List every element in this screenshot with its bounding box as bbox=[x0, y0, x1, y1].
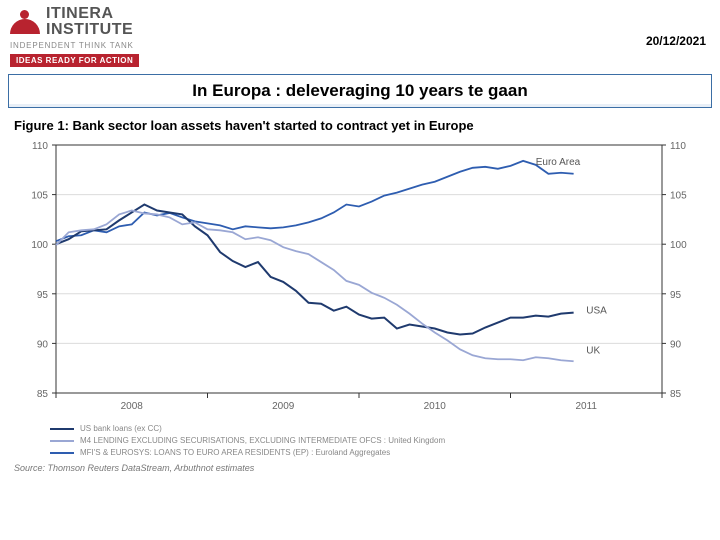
svg-text:100: 100 bbox=[31, 240, 48, 251]
logo-name-1: ITINERA bbox=[46, 6, 133, 22]
figure-title: Figure 1: Bank sector loan assets haven'… bbox=[14, 118, 706, 133]
svg-text:110: 110 bbox=[32, 141, 48, 152]
svg-text:105: 105 bbox=[31, 191, 48, 202]
legend-text: MFI'S & EUROSYS: LOANS TO EURO AREA RESI… bbox=[80, 447, 390, 459]
series-label-uk: UK bbox=[586, 345, 600, 356]
series-label-usa: USA bbox=[586, 306, 607, 317]
svg-text:2011: 2011 bbox=[575, 401, 597, 412]
series-uk bbox=[56, 210, 574, 361]
legend-item: MFI'S & EUROSYS: LOANS TO EURO AREA RESI… bbox=[50, 447, 706, 459]
svg-text:100: 100 bbox=[670, 240, 687, 251]
svg-text:2009: 2009 bbox=[272, 401, 295, 412]
svg-text:2008: 2008 bbox=[121, 401, 144, 412]
svg-text:105: 105 bbox=[670, 191, 687, 202]
logo-name-2: INSTITUTE bbox=[46, 22, 133, 38]
chart-legend: US bank loans (ex CC)M4 LENDING EXCLUDIN… bbox=[50, 423, 706, 459]
svg-text:110: 110 bbox=[670, 141, 686, 152]
slide-title: In Europa : deleveraging 10 years te gaa… bbox=[8, 74, 712, 108]
legend-swatch bbox=[50, 452, 74, 454]
series-euro_area bbox=[56, 161, 574, 241]
legend-item: M4 LENDING EXCLUDING SECURISATIONS, EXCL… bbox=[50, 435, 706, 447]
chart-svg: 85 85 90 90 95 95 100 100 105 105 110 110 2008 2009 20… bbox=[14, 137, 704, 417]
series-usa bbox=[56, 205, 574, 335]
tagline-1: INDEPENDENT THINK TANK bbox=[10, 41, 139, 50]
svg-text:95: 95 bbox=[37, 290, 49, 301]
tagline-2: IDEAS READY FOR ACTION bbox=[10, 54, 139, 67]
line-chart: 85 85 90 90 95 95 100 100 105 105 110 110 2008 2009 20… bbox=[14, 137, 706, 417]
svg-text:85: 85 bbox=[670, 389, 682, 400]
legend-item: US bank loans (ex CC) bbox=[50, 423, 706, 435]
date: 20/12/2021 bbox=[646, 34, 706, 48]
svg-text:90: 90 bbox=[37, 339, 49, 350]
logo-icon bbox=[10, 10, 40, 34]
series-label-euro_area: Euro Area bbox=[536, 157, 581, 168]
header: ITINERA INSTITUTE INDEPENDENT THINK TANK… bbox=[0, 0, 720, 70]
legend-text: M4 LENDING EXCLUDING SECURISATIONS, EXCL… bbox=[80, 435, 445, 447]
svg-text:85: 85 bbox=[37, 389, 49, 400]
legend-swatch bbox=[50, 428, 74, 430]
svg-text:95: 95 bbox=[670, 290, 682, 301]
legend-text: US bank loans (ex CC) bbox=[80, 423, 162, 435]
logo: ITINERA INSTITUTE INDEPENDENT THINK TANK… bbox=[10, 6, 139, 68]
svg-text:2010: 2010 bbox=[424, 401, 447, 412]
legend-swatch bbox=[50, 440, 74, 442]
svg-text:90: 90 bbox=[670, 339, 682, 350]
source-text: Source: Thomson Reuters DataStream, Arbu… bbox=[14, 463, 706, 473]
